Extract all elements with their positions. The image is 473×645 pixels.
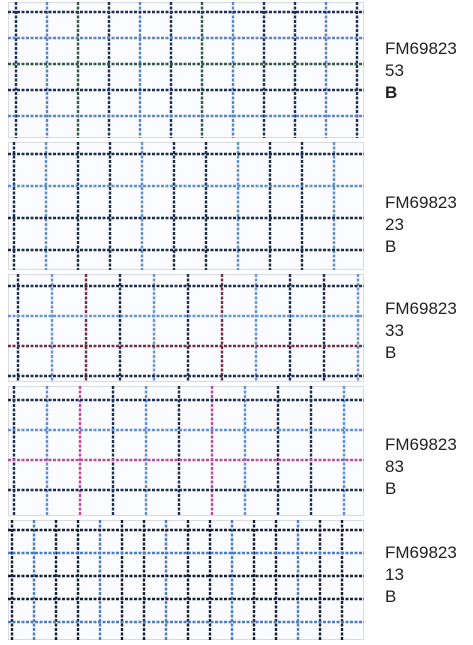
- swatch-grade-5: B: [385, 587, 397, 606]
- swatch-number-3: 33: [385, 321, 404, 340]
- swatch-number-4: 83: [385, 457, 404, 476]
- swatch-label-4: FM69823 83 B: [385, 434, 457, 500]
- swatch-label-1: FM69823 53 B: [385, 38, 457, 104]
- swatch-code-4: FM69823: [385, 435, 457, 454]
- swatch-grade-2: B: [385, 237, 397, 256]
- swatch-code-1: FM69823: [385, 39, 457, 58]
- fabric-swatch-3: [8, 274, 364, 382]
- check-lines: [8, 386, 364, 516]
- swatch-label-2: FM69823 23 B: [385, 192, 457, 258]
- swatch-grade-1: B: [385, 83, 398, 102]
- swatch-number-5: 13: [385, 565, 404, 584]
- check-lines: [8, 274, 364, 382]
- fabric-swatch-1: [8, 2, 364, 138]
- swatch-grade-4: B: [385, 479, 397, 498]
- fabric-swatch-2: [8, 142, 364, 270]
- fabric-swatch-5: [8, 520, 364, 640]
- check-lines: [8, 2, 364, 138]
- swatch-number-1: 53: [385, 61, 404, 80]
- swatch-code-3: FM69823: [385, 299, 457, 318]
- swatch-grade-3: B: [385, 343, 397, 362]
- check-pattern-1: [8, 2, 364, 138]
- swatch-code-2: FM69823: [385, 193, 457, 212]
- check-pattern-3: [8, 274, 364, 382]
- check-lines: [8, 520, 364, 640]
- check-pattern-5: [8, 520, 364, 640]
- fabric-swatch-4: [8, 386, 364, 516]
- check-pattern-4: [8, 386, 364, 516]
- swatch-number-2: 23: [385, 215, 404, 234]
- swatch-label-5: FM69823 13 B: [385, 542, 457, 608]
- check-lines: [8, 142, 364, 270]
- check-pattern-2: [8, 142, 364, 270]
- swatch-label-3: FM69823 33 B: [385, 298, 457, 364]
- swatch-code-5: FM69823: [385, 543, 457, 562]
